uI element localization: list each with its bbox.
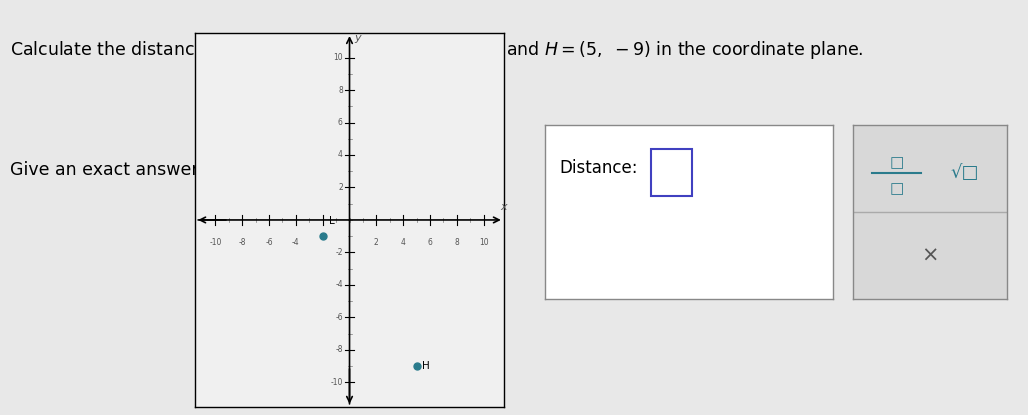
Text: H: H [421, 361, 430, 371]
Text: L: L [329, 217, 335, 227]
Text: 10: 10 [333, 53, 342, 62]
Text: 8: 8 [454, 238, 460, 247]
Text: ×: × [921, 245, 940, 265]
Text: Give an exact answer (not a decimal approximation).: Give an exact answer (not a decimal appr… [10, 161, 474, 178]
Text: 4: 4 [401, 238, 406, 247]
Text: Calculate the distance between the points $L=(-2,\ -1)$ and $H=(5,\ -9)$ in the : Calculate the distance between the point… [10, 39, 864, 61]
Text: -10: -10 [210, 238, 222, 247]
Text: √□: √□ [950, 164, 979, 182]
Text: 10: 10 [479, 238, 488, 247]
FancyBboxPatch shape [652, 149, 692, 196]
Text: -4: -4 [292, 238, 300, 247]
Text: □: □ [889, 181, 904, 196]
Text: -6: -6 [335, 313, 342, 322]
Text: 6: 6 [338, 118, 342, 127]
Text: 2: 2 [374, 238, 378, 247]
Text: -6: -6 [265, 238, 272, 247]
Text: y: y [355, 33, 361, 43]
Text: 8: 8 [338, 85, 342, 95]
Text: -2: -2 [335, 248, 342, 257]
Text: -8: -8 [335, 345, 342, 354]
Text: x: x [501, 202, 507, 212]
Text: Distance:: Distance: [559, 159, 637, 177]
Text: -4: -4 [335, 281, 342, 289]
Text: 4: 4 [338, 151, 342, 159]
Text: 2: 2 [338, 183, 342, 192]
Text: 6: 6 [428, 238, 433, 247]
Text: □: □ [889, 155, 904, 170]
Text: -10: -10 [330, 378, 342, 387]
Text: -8: -8 [238, 238, 246, 247]
